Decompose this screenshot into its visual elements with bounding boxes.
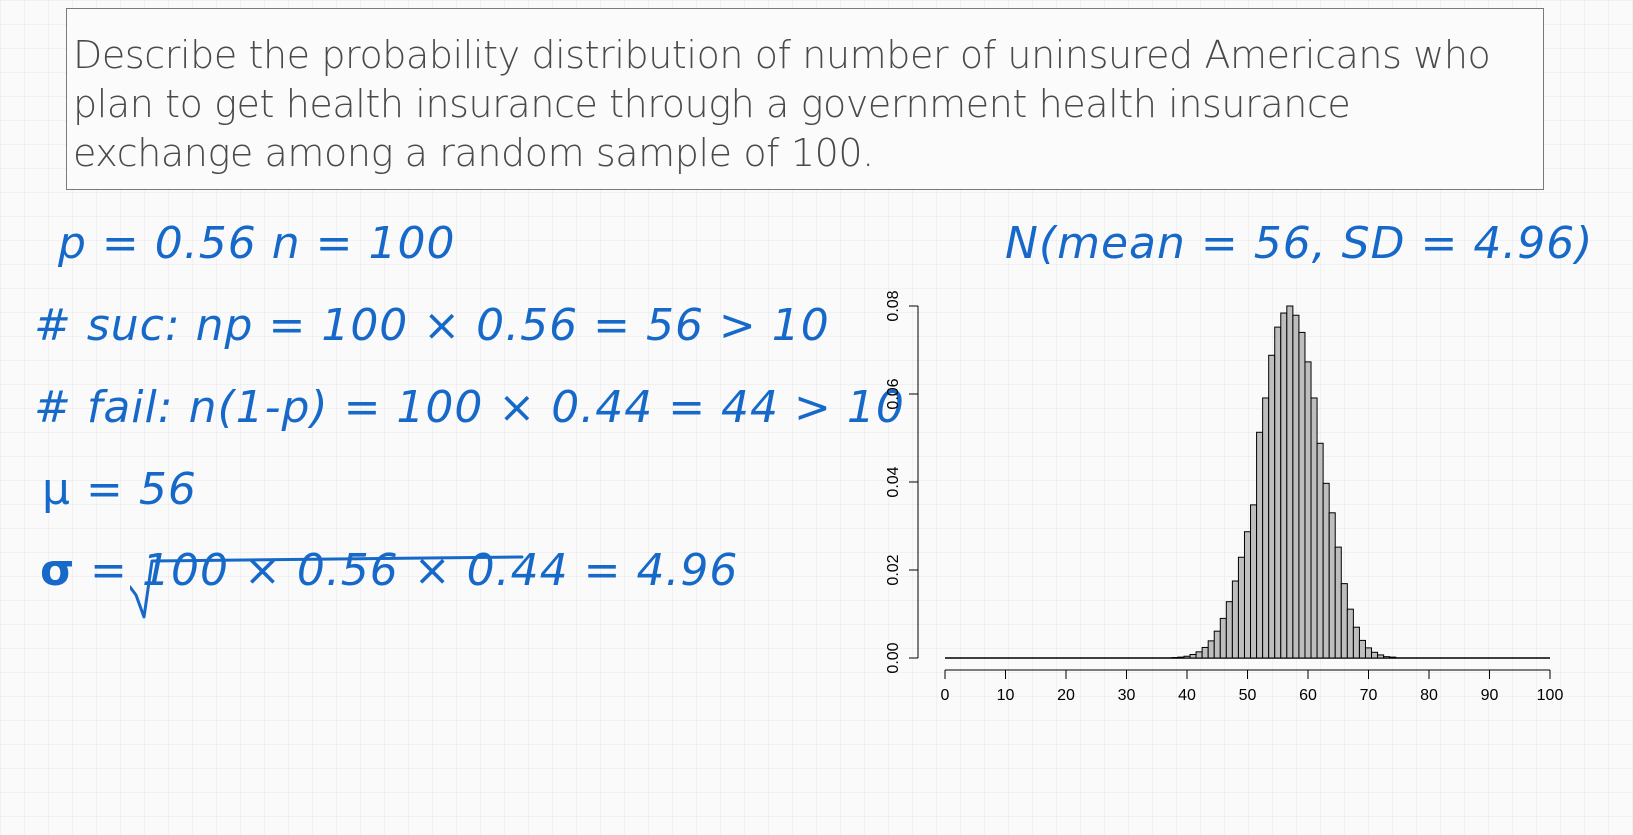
histogram-bar-73	[1383, 656, 1391, 659]
x-tick-label-40: 40	[1178, 687, 1196, 704]
histogram-bar-47	[1225, 601, 1233, 659]
binomial-histogram: 0 10 20 30 40 50 60 70 80 90 100 0.00 0.02 0.04 0.06 0.…	[885, 290, 1563, 704]
histogram-bar-74	[1389, 656, 1397, 659]
sqrt-sign-icon	[130, 555, 524, 619]
histogram-bar-72	[1377, 654, 1385, 659]
histogram-bar-39	[1177, 656, 1185, 659]
x-tick-label-70: 70	[1360, 687, 1378, 704]
histogram-bar-67	[1346, 608, 1354, 659]
histogram-bar-49	[1237, 556, 1245, 659]
x-tick-label-80: 80	[1420, 687, 1438, 704]
x-tick-label-100: 100	[1537, 687, 1564, 704]
histogram-bar-43	[1201, 646, 1209, 659]
question-box: Describe the probability distribution of…	[66, 8, 1544, 190]
y-tick-label-2: 0.04	[885, 466, 902, 497]
y-tick-label-3: 0.06	[885, 378, 902, 409]
histogram-bar-66	[1340, 583, 1348, 659]
histogram-bar-61	[1310, 397, 1318, 659]
histogram-bar-41	[1189, 653, 1197, 659]
histogram-bar-57	[1286, 305, 1294, 659]
histogram-bar-62	[1316, 442, 1324, 659]
histogram-bar-51	[1250, 504, 1258, 659]
x-tick-label-20: 20	[1057, 687, 1075, 704]
histogram-bar-58	[1292, 314, 1300, 659]
histogram-bar-69	[1358, 639, 1366, 659]
note-failures: # fail: n(1-p) = 100 × 0.44 = 44 > 10	[34, 382, 905, 433]
note-p-n: p = 0.56 n = 100	[58, 218, 456, 269]
histogram-bar-50	[1243, 531, 1252, 659]
sigma-symbol: σ	[40, 545, 76, 596]
histogram-bar-48	[1231, 580, 1239, 659]
histogram-bar-52	[1256, 431, 1264, 659]
x-tick-label-30: 30	[1118, 687, 1136, 704]
histogram-bar-53	[1262, 397, 1270, 659]
x-tick-label-50: 50	[1239, 687, 1257, 704]
histogram-bar-45	[1213, 630, 1221, 659]
note-successes: # suc: np = 100 × 0.56 = 56 > 10	[34, 300, 830, 351]
histogram-bar-71	[1371, 651, 1379, 659]
bars-group	[945, 305, 1550, 659]
histogram-bar-40	[1183, 655, 1191, 659]
y-tick-label-1: 0.02	[885, 554, 902, 585]
sigma-expression: 100 × 0.56 × 0.44 = 4.96	[142, 545, 739, 596]
histogram-bar-44	[1207, 640, 1215, 659]
histogram-bar-65	[1334, 546, 1342, 659]
y-tick-label-4: 0.08	[885, 290, 902, 321]
sigma-equals: =	[90, 545, 128, 596]
question-text: Describe the probability distribution of…	[73, 33, 1491, 175]
histogram-bar-59	[1298, 331, 1306, 659]
histogram-bar-64	[1328, 512, 1336, 659]
histogram-bar-56	[1280, 312, 1288, 659]
normal-approx-label: N(mean = 56, SD = 4.96)	[1005, 218, 1594, 269]
mu-value: = 56	[86, 464, 197, 515]
note-mu: μ = 56	[42, 464, 197, 515]
histogram-bar-63	[1322, 482, 1330, 659]
histogram-bar-54	[1268, 354, 1276, 659]
x-tick-label-10: 10	[997, 687, 1015, 704]
histogram-bar-70	[1364, 647, 1373, 659]
histogram-bar-46	[1219, 617, 1227, 659]
histogram-bar-38	[1171, 657, 1179, 659]
histogram-bar-60	[1304, 361, 1312, 659]
histogram-bar-68	[1352, 626, 1360, 659]
x-tick-label-60: 60	[1299, 687, 1317, 704]
x-tick-label-0: 0	[941, 687, 950, 704]
x-tick-label-90: 90	[1481, 687, 1499, 704]
histogram-bar-42	[1195, 651, 1203, 659]
axes-group: 0 10 20 30 40 50 60 70 80 90 100 0.00 0.02 0.04 0.06 0.…	[885, 290, 1563, 704]
mu-symbol: μ	[42, 464, 71, 515]
histogram-bar-55	[1274, 326, 1282, 659]
y-tick-label-0: 0.00	[885, 642, 902, 673]
